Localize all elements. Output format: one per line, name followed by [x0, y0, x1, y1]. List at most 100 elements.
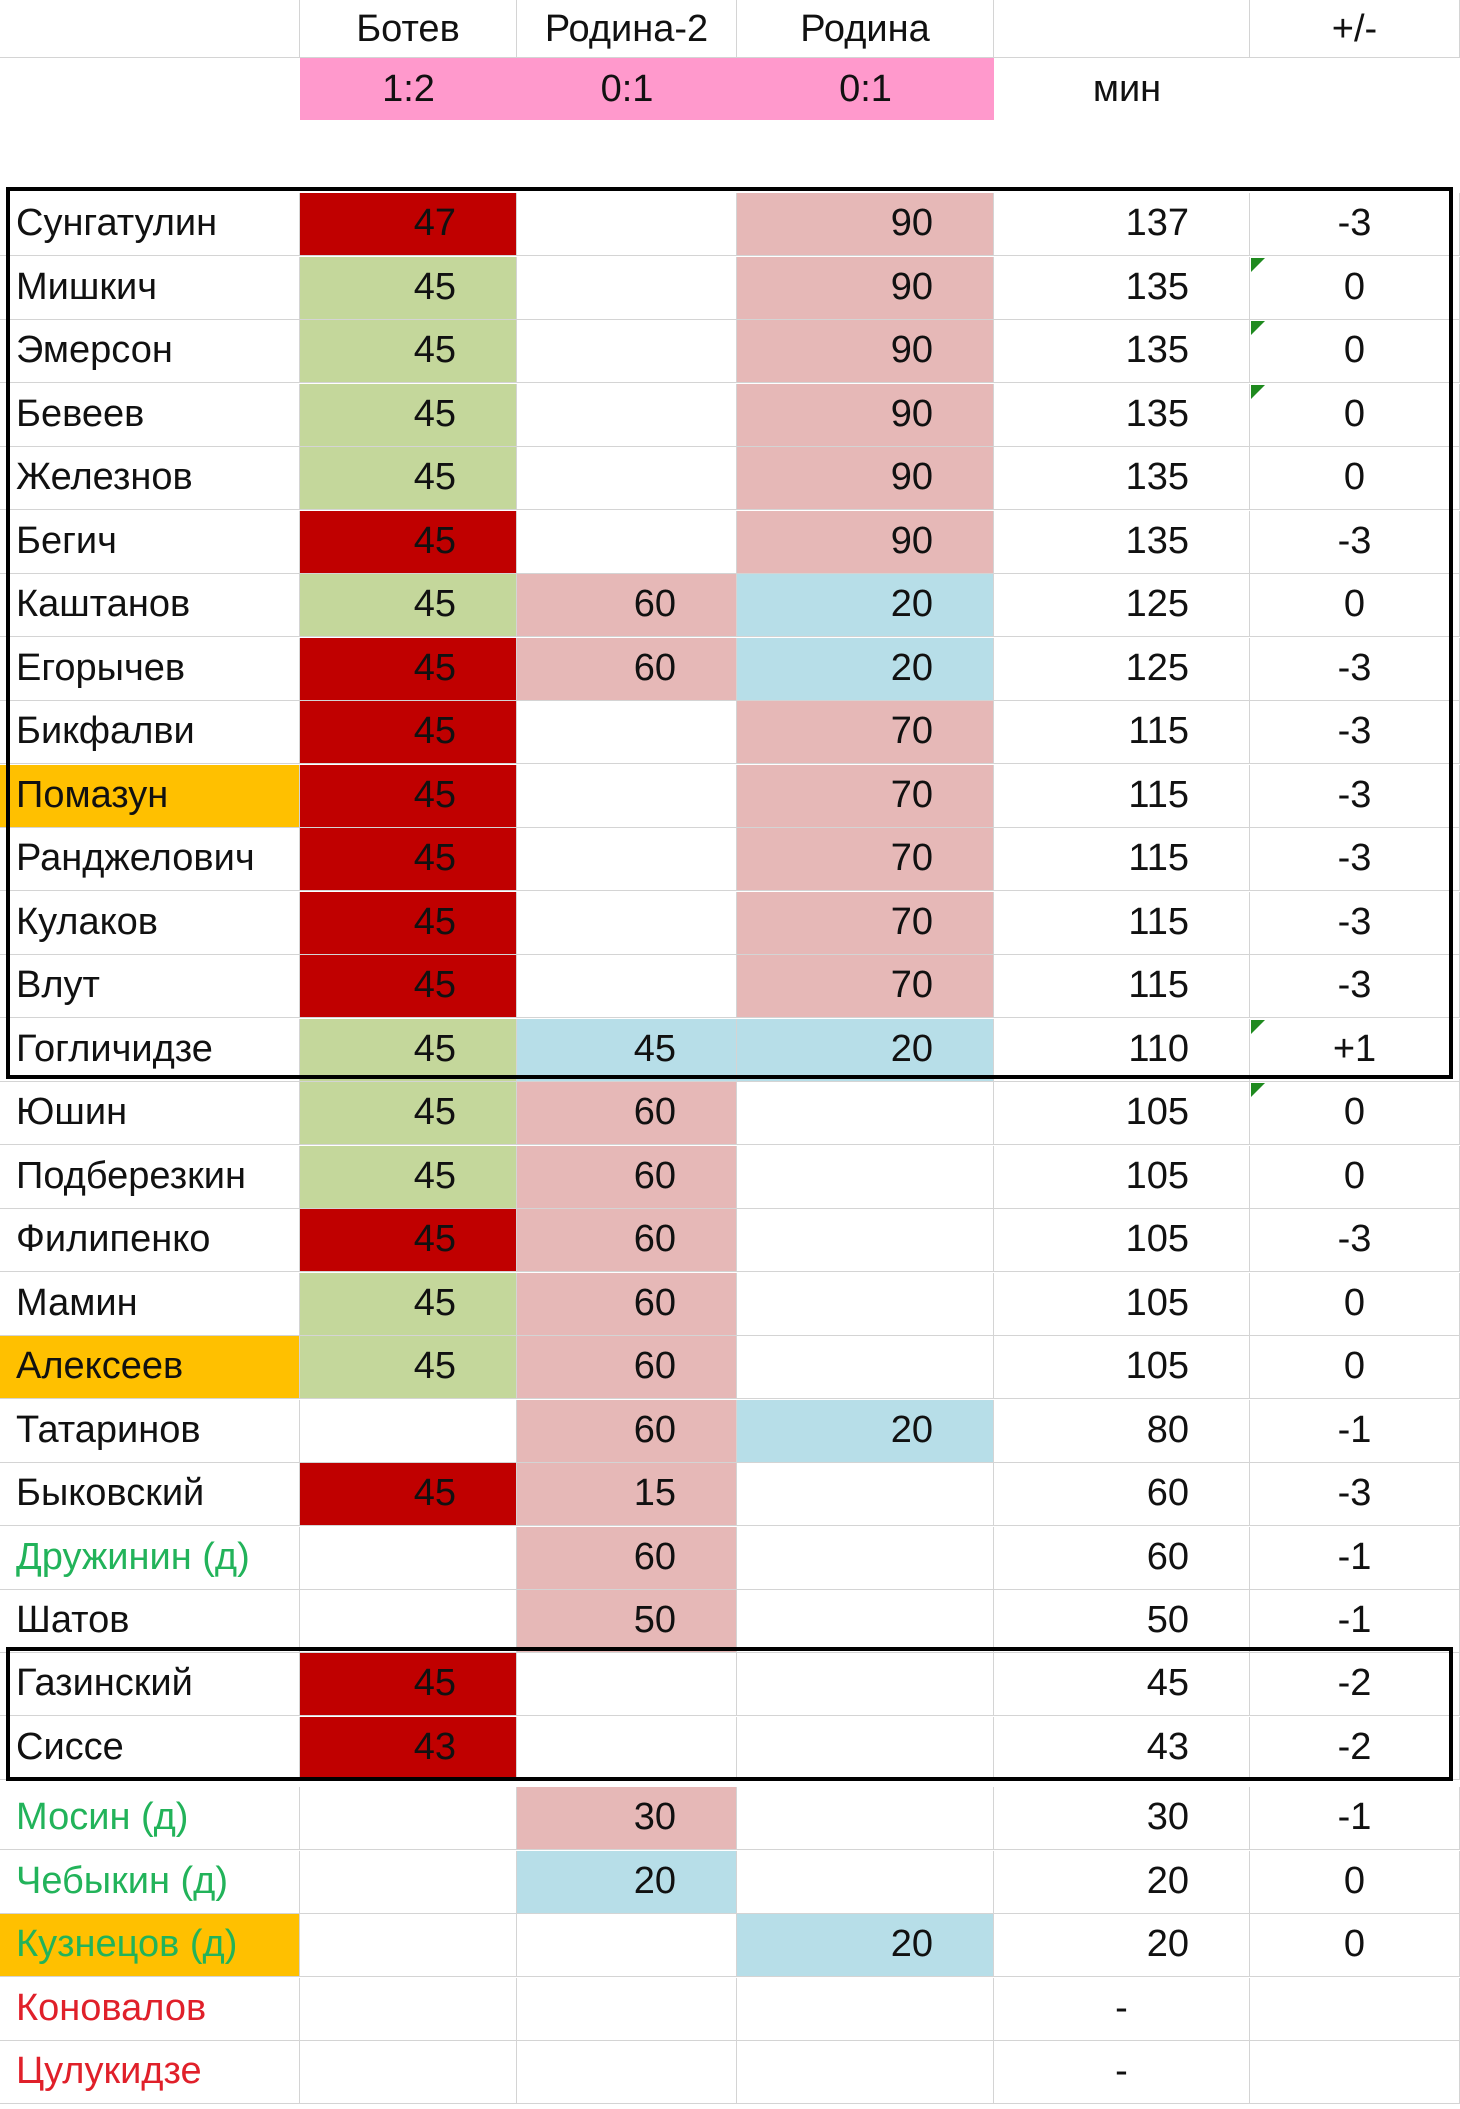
rodina2-minutes[interactable]: 45 [517, 1018, 737, 1082]
total-minutes[interactable]: 30 [994, 1787, 1250, 1850]
player-name[interactable]: Газинский [0, 1653, 300, 1716]
rodina-minutes[interactable]: 90 [737, 256, 994, 320]
rodina2-minutes[interactable]: 60 [517, 1145, 737, 1209]
rodina-minutes[interactable]: 70 [737, 701, 994, 764]
total-minutes[interactable]: 20 [994, 1850, 1250, 1914]
rodina2-minutes[interactable] [517, 701, 737, 764]
plus-minus[interactable]: 0 [1250, 256, 1460, 320]
score-botev[interactable]: 1:2 [300, 58, 517, 120]
total-minutes[interactable]: 115 [994, 701, 1250, 764]
rodina-minutes[interactable]: 20 [737, 1914, 994, 1977]
plus-minus[interactable]: 0 [1250, 383, 1460, 447]
rodina-minutes[interactable] [737, 1526, 994, 1590]
player-name[interactable]: Помазун [0, 764, 300, 828]
total-minutes[interactable]: 105 [994, 1082, 1250, 1145]
player-name[interactable]: Сунгатулин [0, 193, 300, 256]
total-minutes[interactable]: 60 [994, 1526, 1250, 1590]
plus-minus[interactable]: -3 [1250, 955, 1460, 1018]
rodina-minutes[interactable]: 70 [737, 891, 994, 955]
rodina2-minutes[interactable] [517, 1653, 737, 1716]
plus-minus[interactable]: -2 [1250, 1716, 1460, 1780]
rodina-minutes[interactable]: 20 [737, 1399, 994, 1463]
plus-minus[interactable]: -1 [1250, 1399, 1460, 1463]
botev-minutes[interactable]: 45 [300, 383, 517, 447]
total-minutes[interactable]: 105 [994, 1336, 1250, 1399]
botev-minutes[interactable]: 43 [300, 1716, 517, 1780]
total-minutes[interactable]: 115 [994, 828, 1250, 891]
total-minutes[interactable]: - [994, 1977, 1250, 2041]
plus-minus[interactable]: -3 [1250, 891, 1460, 955]
botev-minutes[interactable]: 45 [300, 1209, 517, 1272]
rodina-minutes[interactable] [737, 1787, 994, 1850]
header-col-rodina[interactable]: Родина [737, 0, 994, 58]
botev-minutes[interactable]: 45 [300, 701, 517, 764]
player-name[interactable]: Гогличидзе [0, 1018, 300, 1082]
botev-minutes[interactable]: 45 [300, 828, 517, 891]
botev-minutes[interactable]: 45 [300, 955, 517, 1018]
total-minutes[interactable]: 110 [994, 1018, 1250, 1082]
player-name[interactable]: Железнов [0, 447, 300, 510]
rodina-minutes[interactable] [737, 1145, 994, 1209]
total-minutes[interactable]: 105 [994, 1272, 1250, 1336]
rodina-minutes[interactable] [737, 1272, 994, 1336]
plus-minus[interactable]: -1 [1250, 1590, 1460, 1653]
plus-minus[interactable]: +1 [1250, 1018, 1460, 1082]
rodina-minutes[interactable]: 90 [737, 447, 994, 510]
plus-minus[interactable]: -3 [1250, 1463, 1460, 1526]
player-name[interactable]: Дружинин (д) [0, 1526, 300, 1590]
total-minutes[interactable]: 60 [994, 1463, 1250, 1526]
botev-minutes[interactable] [300, 1590, 517, 1653]
rodina-minutes[interactable]: 20 [737, 637, 994, 701]
total-minutes[interactable]: 135 [994, 447, 1250, 510]
rodina2-minutes[interactable]: 60 [517, 1399, 737, 1463]
botev-minutes[interactable]: 45 [300, 1653, 517, 1716]
player-name[interactable]: Шатов [0, 1590, 300, 1653]
plus-minus[interactable]: 0 [1250, 1145, 1460, 1209]
player-name[interactable]: Коновалов [0, 1977, 300, 2041]
plus-minus[interactable] [1250, 1977, 1460, 2041]
rodina2-minutes[interactable]: 60 [517, 1526, 737, 1590]
total-minutes[interactable]: 105 [994, 1209, 1250, 1272]
player-name[interactable]: Юшин [0, 1082, 300, 1145]
player-name[interactable]: Мосин (д) [0, 1787, 300, 1850]
total-minutes[interactable]: 43 [994, 1716, 1250, 1780]
score-rodina2[interactable]: 0:1 [517, 58, 737, 120]
rodina-minutes[interactable] [737, 1977, 994, 2041]
rodina-minutes[interactable]: 20 [737, 1018, 994, 1082]
botev-minutes[interactable]: 45 [300, 447, 517, 510]
botev-minutes[interactable] [300, 1977, 517, 2041]
plus-minus[interactable]: 0 [1250, 447, 1460, 510]
plus-minus[interactable]: 0 [1250, 1082, 1460, 1145]
total-minutes[interactable]: 135 [994, 383, 1250, 447]
rodina2-minutes[interactable]: 60 [517, 1082, 737, 1145]
header-empty-b[interactable] [994, 0, 1250, 58]
total-minutes[interactable]: 125 [994, 574, 1250, 637]
botev-minutes[interactable] [300, 2041, 517, 2104]
total-minutes[interactable]: 115 [994, 955, 1250, 1018]
botev-minutes[interactable]: 45 [300, 891, 517, 955]
header-diff[interactable]: +/- [1250, 0, 1460, 58]
rodina-minutes[interactable] [737, 1463, 994, 1526]
total-minutes[interactable]: 115 [994, 764, 1250, 828]
botev-minutes[interactable] [300, 1787, 517, 1850]
rodina2-minutes[interactable] [517, 193, 737, 256]
player-name[interactable]: Цулукидзе [0, 2041, 300, 2104]
rodina-minutes[interactable]: 90 [737, 383, 994, 447]
total-minutes[interactable]: 80 [994, 1399, 1250, 1463]
rodina2-minutes[interactable] [517, 955, 737, 1018]
score-rodina[interactable]: 0:1 [737, 58, 994, 120]
player-name[interactable]: Влут [0, 955, 300, 1018]
rodina2-minutes[interactable] [517, 383, 737, 447]
player-name[interactable]: Мамин [0, 1272, 300, 1336]
plus-minus[interactable] [1250, 2041, 1460, 2104]
player-name[interactable]: Бегич [0, 510, 300, 574]
player-name[interactable]: Сиссе [0, 1716, 300, 1780]
rodina-minutes[interactable]: 70 [737, 764, 994, 828]
botev-minutes[interactable]: 47 [300, 193, 517, 256]
rodina2-minutes[interactable] [517, 1977, 737, 2041]
total-minutes[interactable]: 137 [994, 193, 1250, 256]
plus-minus[interactable]: -3 [1250, 701, 1460, 764]
rodina2-minutes[interactable]: 60 [517, 1209, 737, 1272]
rodina2-minutes[interactable]: 60 [517, 1272, 737, 1336]
rodina2-minutes[interactable] [517, 320, 737, 383]
